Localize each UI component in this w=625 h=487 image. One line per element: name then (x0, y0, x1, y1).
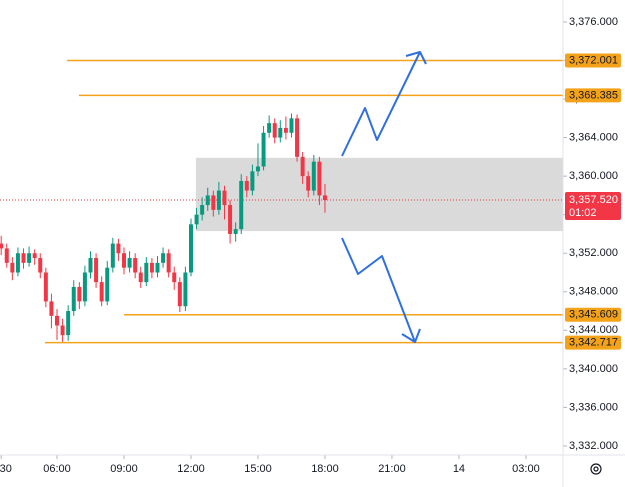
candle-body (116, 243, 121, 254)
candle-body (32, 253, 37, 259)
x-tick-label: 21:00 (378, 463, 406, 475)
candle-body (144, 262, 149, 283)
candle-body (21, 253, 26, 263)
candle-body (172, 272, 177, 283)
candle-body (110, 243, 115, 268)
candle-body (188, 224, 193, 273)
x-tick-label: 14 (453, 463, 465, 475)
candle-body (295, 118, 300, 157)
y-tick-label: 3,332.000 (569, 440, 618, 452)
candle-body (300, 156, 305, 177)
candle-body (49, 301, 54, 316)
candle-body (183, 272, 188, 307)
candle-body (216, 190, 221, 210)
x-tick-label: 15:00 (244, 463, 272, 475)
candle-body (105, 267, 110, 302)
candle-body (233, 229, 238, 234)
projection-arrows (341, 51, 427, 343)
level-label: 3,372.001 (569, 54, 618, 66)
level-label-bg (565, 88, 621, 103)
candle-body (99, 282, 104, 302)
zone (195, 157, 563, 232)
candle-body (149, 262, 154, 273)
last-price-label-bg (565, 192, 621, 221)
candle-body (317, 161, 322, 196)
candle-body (267, 123, 272, 133)
candle-body (161, 253, 166, 263)
x-tick-label: 09:00 (110, 463, 138, 475)
candle-body (311, 161, 316, 191)
candle-body (38, 258, 43, 273)
candle-body (155, 262, 160, 273)
x-tick-label: 18:00 (311, 463, 339, 475)
candle-body (0, 243, 4, 249)
settings-icon[interactable] (590, 463, 602, 475)
candle-body (211, 195, 216, 210)
y-tick-label: 3,352.000 (569, 247, 618, 259)
candle-body (71, 286, 76, 312)
candle-body (322, 195, 327, 201)
countdown-label: 01:02 (569, 207, 597, 219)
x-tick-label: 03:00 (512, 463, 540, 475)
candle-body (272, 123, 277, 138)
candle-body (228, 205, 233, 234)
last-price-label: 3,357.520 (569, 194, 618, 206)
up-arrow (341, 51, 421, 157)
candle-body (222, 190, 227, 206)
candle-body (82, 272, 87, 302)
candle-body (121, 253, 126, 268)
candle-body (10, 262, 15, 273)
candle-body (255, 166, 260, 172)
candle-body (55, 315, 60, 326)
candle-body (200, 205, 205, 215)
candle-body (66, 311, 71, 336)
candle-body (133, 258, 138, 273)
y-tick-label: 3,336.000 (569, 401, 618, 413)
candle-body (43, 272, 48, 302)
x-tick-label: 06:00 (43, 463, 71, 475)
candle-body (127, 258, 132, 268)
candle-body (77, 286, 82, 302)
up-arrow-head (405, 51, 427, 65)
y-tick-label: 3,364.000 (569, 132, 618, 144)
level-label-bg (565, 335, 621, 350)
candle-body (4, 248, 9, 263)
down-arrow-head (401, 328, 421, 343)
y-tick-label: 3,360.000 (569, 170, 618, 182)
level-label: 3,345.609 (569, 309, 618, 321)
candle-body (27, 253, 32, 263)
x-tick-label: 3:30 (0, 463, 12, 475)
candle-body (94, 258, 99, 283)
y-tick-label: 3,376.000 (569, 16, 618, 28)
candle-body (166, 253, 171, 273)
candle-body (278, 127, 283, 138)
level-label-bg (565, 307, 621, 322)
down-arrow (341, 237, 416, 343)
candle-body (250, 171, 255, 191)
candle-body (88, 258, 93, 273)
candle-body (194, 214, 199, 225)
candle-body (261, 132, 266, 167)
candle-body (60, 325, 65, 336)
plot-area (0, 59, 563, 344)
candle-body (283, 127, 288, 133)
candle-body (205, 195, 210, 206)
candle-body (244, 180, 249, 191)
y-tick-label: 3,340.000 (569, 363, 618, 375)
level-label: 3,368.385 (569, 89, 618, 101)
level-label: 3,342.717 (569, 337, 618, 349)
axes: 3,376.0003,372.0003,368.0003,364.0003,36… (0, 16, 621, 475)
candle-body (239, 180, 244, 230)
x-tick-label: 12:00 (177, 463, 205, 475)
candle-body (306, 176, 311, 191)
candle-body (289, 118, 294, 133)
candle-body (177, 282, 182, 307)
level-label-bg (565, 53, 621, 68)
candle-body (15, 253, 20, 273)
candle-body (138, 272, 143, 283)
y-tick-label: 3,348.000 (569, 286, 618, 298)
y-tick-label: 3,344.000 (569, 324, 618, 336)
